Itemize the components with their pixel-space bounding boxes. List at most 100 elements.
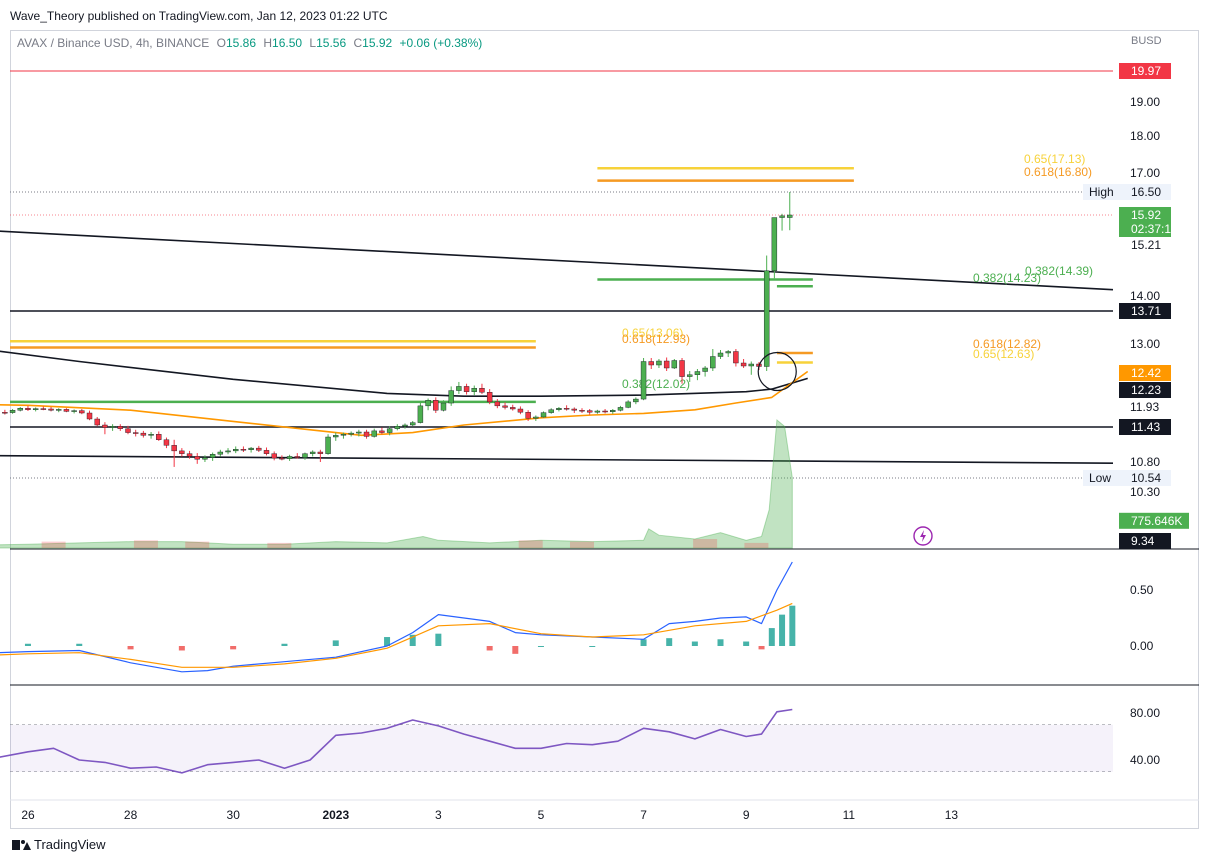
time-axis-label: 28 xyxy=(124,808,138,822)
fib-level-label: 0.382(14.39) xyxy=(1025,264,1093,278)
candle-body xyxy=(702,367,708,372)
macd-histogram-bar xyxy=(486,646,493,651)
low-label: L xyxy=(309,36,317,50)
candle-body xyxy=(525,412,531,419)
candle-body xyxy=(71,410,77,412)
open-value: 15.86 xyxy=(226,36,257,50)
candle-body xyxy=(502,405,508,408)
chart-frame xyxy=(10,30,1199,829)
fib-level-label: 0.65(12.63) xyxy=(973,347,1034,361)
price-tag xyxy=(1119,207,1171,237)
price-tag xyxy=(1119,303,1171,319)
price-axis-label: 10.30 xyxy=(1130,485,1160,499)
candle-body xyxy=(694,371,701,375)
candle-body xyxy=(448,390,454,404)
candle-body xyxy=(771,217,778,271)
price-axis-label: 19.00 xyxy=(1130,95,1160,109)
candle-body xyxy=(40,408,47,410)
currency-label[interactable]: BUSD xyxy=(1131,35,1162,47)
time-axis-label: 30 xyxy=(227,808,241,822)
macd-axis-label: 0.00 xyxy=(1130,639,1154,653)
candle-body xyxy=(425,400,431,407)
candle-body xyxy=(263,450,270,454)
price-tag-text: 12.23 xyxy=(1131,383,1161,397)
price-tag-text: 15.92 xyxy=(1131,208,1161,222)
macd-histogram-bar xyxy=(127,646,134,650)
candle-body xyxy=(117,426,123,429)
candle-body xyxy=(556,408,562,411)
candle-body xyxy=(486,392,493,403)
candle-body xyxy=(217,451,224,455)
time-axis-label: 26 xyxy=(21,808,35,822)
candle-body xyxy=(510,407,516,410)
candle-body xyxy=(333,435,339,438)
candle-body xyxy=(363,431,370,437)
price-axis-label: 18.00 xyxy=(1130,129,1160,143)
candle-body xyxy=(517,408,524,413)
candle-body xyxy=(386,428,393,433)
candle-body xyxy=(32,408,39,411)
change-value: +0.06 (+0.38%) xyxy=(399,36,483,50)
candle-body xyxy=(471,388,477,392)
candle-body xyxy=(463,386,470,392)
price-tag-text: 19.97 xyxy=(1131,64,1161,78)
close-label: C xyxy=(353,36,363,50)
volume-bar-red xyxy=(133,540,158,548)
candle-body xyxy=(240,449,247,451)
candle-body xyxy=(179,450,185,454)
price-tag-text: 9.34 xyxy=(1131,534,1155,548)
price-tag-text: 15.21 xyxy=(1131,238,1161,252)
candle-body xyxy=(109,426,116,428)
high-value: 16.50 xyxy=(272,36,303,50)
rsi-line xyxy=(0,708,793,774)
candle-body xyxy=(594,410,601,413)
candle-body xyxy=(209,454,216,458)
macd-histogram-bar xyxy=(717,639,724,646)
candle-body xyxy=(79,410,85,414)
macd-histogram-bar xyxy=(789,605,796,646)
candle-body xyxy=(279,457,285,460)
candle-body xyxy=(787,214,793,218)
candle-body xyxy=(356,431,362,434)
trend-line xyxy=(0,454,1114,465)
price-tag-text: 16.50 xyxy=(1131,185,1161,199)
candle-body xyxy=(225,450,231,453)
candle-body xyxy=(202,457,208,460)
candle-body xyxy=(194,456,200,460)
candle-body xyxy=(302,453,308,458)
macd-histogram-bar xyxy=(409,634,416,646)
price-tag-text: 11.43 xyxy=(1131,420,1160,434)
candle-body xyxy=(63,409,70,412)
footer-brand[interactable]: TradingView xyxy=(12,837,106,852)
candle-body xyxy=(163,439,170,446)
candle-body xyxy=(687,374,693,377)
volume-bar-red xyxy=(744,542,769,548)
candle-body xyxy=(394,426,401,429)
fib-level-label: 0.618(12.82) xyxy=(973,337,1041,351)
fib-level-label: 0.65(13.06) xyxy=(622,326,683,340)
candle-body xyxy=(102,424,108,428)
close-value: 15.92 xyxy=(362,36,393,50)
symbol-name[interactable]: AVAX / Binance USD, 4h, BINANCE xyxy=(17,36,210,50)
candle-body xyxy=(440,402,447,411)
candle-body xyxy=(433,400,439,411)
candle-body xyxy=(671,360,678,369)
price-tag-label-bg xyxy=(1083,470,1119,486)
volume-bar-red xyxy=(267,542,292,548)
macd-signal-line xyxy=(0,602,793,668)
macd-line xyxy=(0,561,793,673)
highlight-circle xyxy=(757,351,797,392)
price-axis-label: 10.80 xyxy=(1130,455,1160,469)
candle-body xyxy=(456,386,462,391)
price-tag-label-bg xyxy=(1083,184,1119,200)
candle-body xyxy=(233,449,239,452)
macd-histogram-bar xyxy=(230,646,237,650)
publisher-line: Wave_Theory published on TradingView.com… xyxy=(10,9,388,23)
candle-body xyxy=(494,401,501,407)
time-axis-label: 2023 xyxy=(322,808,349,822)
rsi-band xyxy=(10,724,1113,772)
candle-body xyxy=(248,447,254,450)
fib-level-label: 0.618(16.80) xyxy=(1024,165,1092,179)
countdown-text: 02:37:13 xyxy=(1131,222,1178,236)
